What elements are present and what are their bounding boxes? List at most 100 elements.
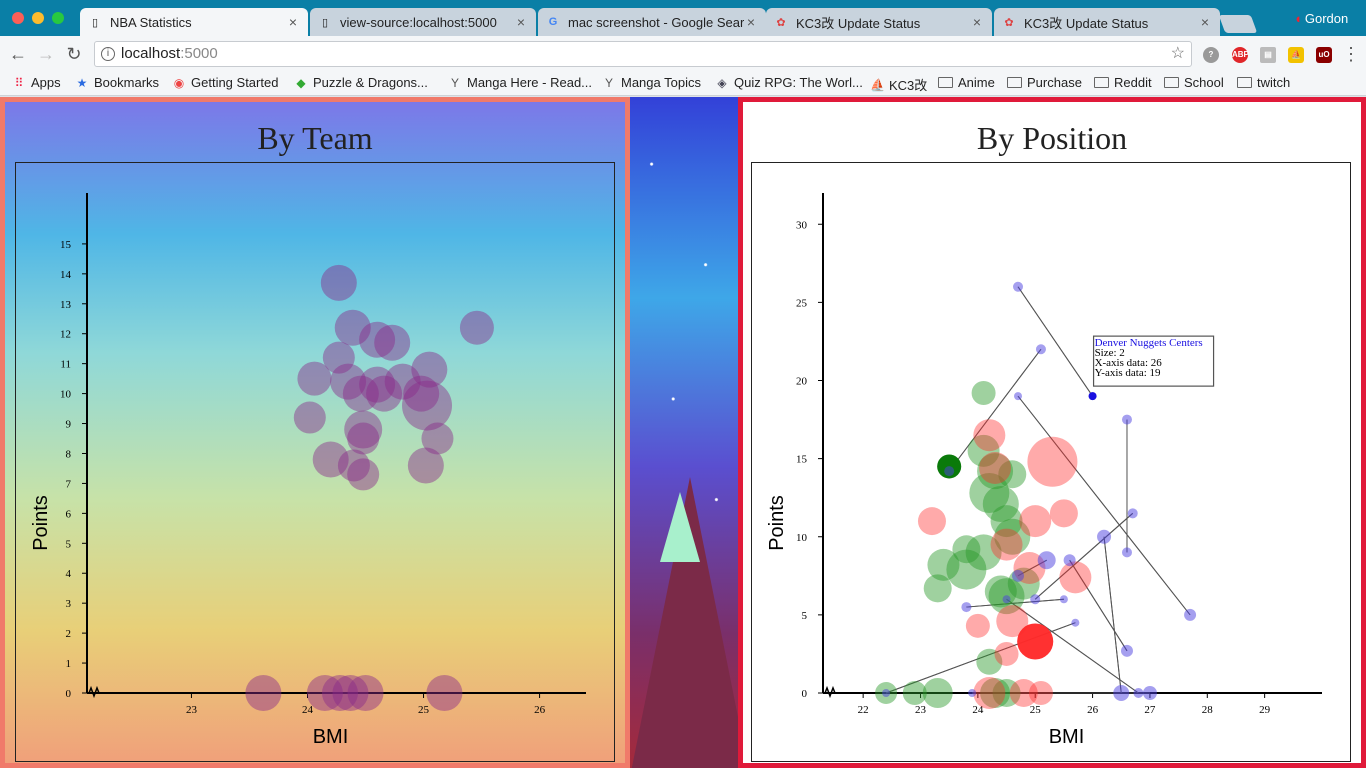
forward-bubble (965, 534, 1002, 571)
menu-icon[interactable]: ⋮ (1342, 44, 1360, 64)
reload-icon[interactable]: ↻ (66, 44, 82, 64)
team-bubble (403, 375, 440, 412)
bookmark-quiz-rpg[interactable]: ◈ Quiz RPG: The Worl... (715, 75, 862, 90)
close-tab-icon[interactable]: × (516, 14, 526, 30)
tab-title: view-source:localhost:5000 (340, 14, 497, 30)
team-bubble (359, 321, 396, 358)
center-bubble (1142, 686, 1157, 700)
y-axis-label: Points (30, 495, 52, 551)
team-bubble (402, 380, 453, 431)
team-bubble (320, 264, 357, 301)
connector-line (1017, 395, 1191, 616)
bookmark-label: Anime (958, 75, 995, 90)
adblock-extension-icon[interactable]: ABP (1232, 47, 1249, 63)
forward-bubble (990, 505, 1023, 538)
center-bubble (1059, 595, 1068, 604)
y-tick-label: 15 (60, 239, 72, 251)
y-tick-label: 13 (60, 299, 72, 311)
x-tick-label: 23 (915, 704, 927, 716)
y-tick-label: 8 (66, 448, 72, 460)
team-bubble (297, 361, 332, 396)
center-bubble-hovered (1088, 392, 1097, 401)
tab-view-source[interactable]: ▯ view-source:localhost:5000 × (310, 8, 536, 36)
tab-title: KC3改 Update Status (1024, 15, 1149, 31)
by-position-panel: By Position 22 23 24 25 26 27 28 29 0 5 10 15 20 25 30… (738, 97, 1366, 768)
connector-line (1034, 512, 1134, 600)
background-mountain-peak (660, 492, 700, 562)
bookmark-folder-reddit[interactable]: Reddit (1094, 75, 1152, 90)
bookmark-folder-purchase[interactable]: Purchase (1007, 75, 1082, 90)
bookmark-puzzle-dragons[interactable]: ◆ Puzzle & Dragons... (294, 75, 428, 90)
close-tab-icon[interactable]: × (972, 14, 982, 30)
quiz-icon: ◈ (717, 75, 727, 90)
close-tab-icon[interactable]: × (1200, 14, 1210, 30)
close-tab-icon[interactable]: × (746, 14, 756, 30)
bookmark-folder-anime[interactable]: Anime (938, 75, 995, 90)
tab-kc3-update-2[interactable]: ✿ KC3改 Update Status × (994, 8, 1220, 36)
tooltip-size: Size: 2 (1095, 347, 1125, 359)
kc3-icon: ⛵ (870, 77, 885, 92)
url-port: :5000 (180, 45, 218, 62)
maximize-window-button[interactable] (52, 12, 64, 24)
address-bar[interactable]: i localhost:5000 ☆ (94, 41, 1192, 67)
bookmark-folder-twitch[interactable]: twitch (1237, 75, 1290, 90)
help-extension-icon[interactable]: ? (1203, 47, 1219, 63)
bookmark-label: twitch (1257, 75, 1291, 90)
y-tick-label: 5 (66, 538, 72, 550)
kc3-extension-icon[interactable]: ⛵ (1288, 47, 1304, 63)
new-tab-button[interactable] (1218, 15, 1258, 33)
bookmark-star-icon[interactable]: ☆ (1170, 45, 1185, 62)
google-icon: G (548, 16, 558, 28)
x-tick-label: 25 (418, 704, 430, 716)
bookmark-label: Purchase (1027, 75, 1082, 90)
tab-kc3-update-1[interactable]: ✿ KC3改 Update Status × (766, 8, 992, 36)
team-bubble (374, 324, 411, 361)
connector-line (1006, 598, 1139, 694)
tab-google-search[interactable]: G mac screenshot - Google Sear × (538, 8, 766, 36)
bookmark-bookmarks[interactable]: ★ Bookmarks (75, 75, 159, 90)
y-tick-label: 7 (66, 478, 72, 490)
team-bubble (411, 351, 448, 388)
bookmark-folder-school[interactable]: School (1164, 75, 1224, 90)
connector-line (1017, 286, 1093, 397)
close-tab-icon[interactable]: × (288, 14, 298, 30)
tab-strip: ▯ NBA Statistics × ▯ view-source:localho… (0, 0, 1366, 36)
y-tick-label: 10 (796, 532, 808, 544)
profile-name: Gordon (1304, 11, 1349, 26)
forward-arrow-icon[interactable]: → (37, 44, 55, 64)
guard-bubble (990, 528, 1023, 561)
bookmark-kc3[interactable]: ⛵ KC3改 (870, 75, 927, 94)
bookmark-manga-topics[interactable]: Y Manga Topics (602, 75, 701, 90)
profile-button[interactable]: ◖ Gordon (1294, 11, 1348, 26)
center-bubble (968, 689, 977, 697)
tooltip-title: Denver Nuggets Centers (1095, 337, 1203, 349)
bookmark-label: Reddit (1114, 75, 1152, 90)
folder-icon (1007, 77, 1022, 88)
bookmark-manga-here[interactable]: Y Manga Here - Read... (448, 75, 592, 90)
team-bubble (359, 366, 396, 403)
guard-bubble (979, 452, 1012, 484)
info-icon[interactable]: i (101, 47, 115, 61)
folder-icon (938, 77, 953, 88)
guard-bubble (965, 613, 990, 638)
close-window-button[interactable] (12, 12, 24, 24)
minimize-window-button[interactable] (32, 12, 44, 24)
y-tick-label: 4 (66, 568, 72, 580)
chrome-icon: ◉ (173, 75, 185, 90)
y-tick-label: 12 (60, 329, 71, 341)
tab-nba-statistics[interactable]: ▯ NBA Statistics × (80, 8, 308, 36)
ublock-extension-icon[interactable]: uO (1316, 47, 1332, 63)
y-tick-label: 6 (66, 508, 72, 520)
connector-line (1069, 559, 1128, 652)
bookmark-getting-started[interactable]: ◉ Getting Started (172, 75, 279, 90)
team-bubble (330, 363, 367, 400)
kc3-icon: ✿ (1004, 16, 1014, 29)
bookmark-apps[interactable]: ⠿ Apps (12, 75, 61, 90)
center-bubble (1012, 569, 1025, 582)
y-tick-label: 10 (60, 389, 72, 401)
back-arrow-icon[interactable]: ← (9, 44, 27, 64)
gray-extension-icon[interactable]: ▤ (1260, 47, 1276, 63)
center-bubble (1063, 554, 1076, 567)
center-bubble (961, 602, 972, 613)
guard-bubble (1027, 436, 1078, 487)
